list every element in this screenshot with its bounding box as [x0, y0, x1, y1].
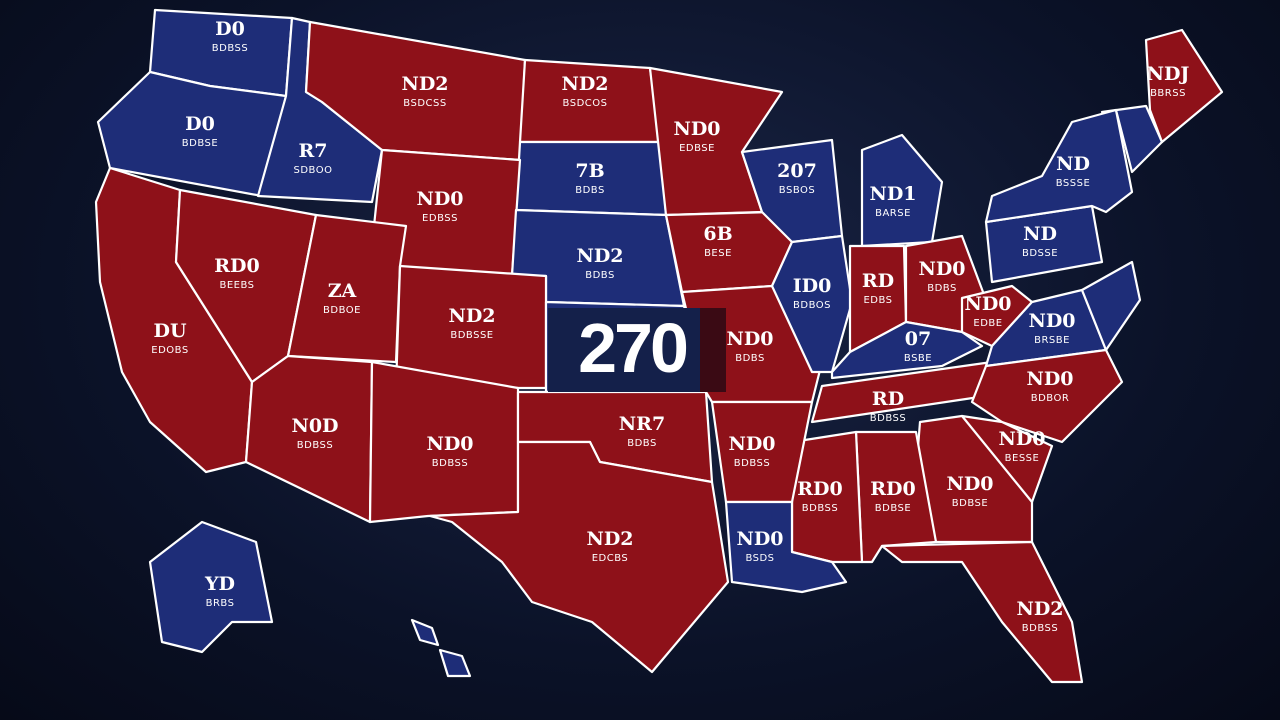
- state-sublabel: SDBOO: [294, 165, 333, 176]
- highlight-box-edge: [700, 308, 726, 392]
- state-shape: [1080, 260, 1142, 352]
- state-label: N0D: [291, 415, 338, 437]
- state-sublabel: BDBSS: [802, 503, 838, 514]
- state-labels: D0 BDBSS D0 BDBSE R7 SDBOO ND2 BSDCSS ND2 BSDCOS N…: [151, 18, 1189, 634]
- state-label: NR7: [619, 413, 665, 435]
- state-sublabel: BRSBE: [1034, 335, 1070, 346]
- state-label: ND2: [1016, 598, 1063, 620]
- state-label: ND0: [964, 293, 1011, 315]
- state-sublabel: BRBS: [206, 598, 235, 609]
- state-sublabel: BDBS: [585, 270, 615, 281]
- state-shape: [1100, 104, 1164, 174]
- state-sublabel: BDBS: [575, 185, 605, 196]
- state-sublabel: BDBSS: [297, 440, 333, 451]
- highlight-number: 270: [578, 309, 687, 387]
- state-sublabel: EDOBS: [151, 345, 188, 356]
- state-label: 207: [777, 160, 817, 182]
- state-sublabel: BDBSE: [875, 503, 911, 514]
- state-label: D0: [185, 113, 215, 135]
- state-label: ND0: [946, 473, 993, 495]
- state-sublabel: BDBS: [927, 283, 957, 294]
- state-label: ND2: [576, 245, 623, 267]
- state-label: ND2: [586, 528, 633, 550]
- state-label: NDJ: [1147, 63, 1190, 85]
- state-sublabel: BSBE: [904, 353, 932, 364]
- state-sublabel: BDBOE: [323, 305, 361, 316]
- state-sublabel: BEEBS: [219, 280, 254, 291]
- state-label: ND2: [561, 73, 608, 95]
- state-label: ND0: [998, 428, 1045, 450]
- state-sublabel: BDBS: [627, 438, 657, 449]
- state-shape: [244, 354, 374, 524]
- state-sublabel: BESE: [704, 248, 732, 259]
- state-label: ND0: [673, 118, 720, 140]
- state-label: RD: [862, 270, 894, 292]
- state-sublabel: BSDCOS: [563, 98, 608, 109]
- state-shape: [724, 500, 848, 594]
- state-label: 07: [905, 328, 931, 350]
- state-label: RD0: [797, 478, 843, 500]
- state-shapes: [94, 8, 1224, 684]
- state-sublabel: BSDS: [745, 553, 774, 564]
- state-label: YD: [204, 573, 235, 595]
- state-shape: [830, 320, 984, 380]
- state-label: 7B: [575, 160, 604, 182]
- state-sublabel: BDBS: [735, 353, 765, 364]
- state-sublabel: BSSSE: [1056, 178, 1091, 189]
- state-sublabel: BDBSS: [734, 458, 770, 469]
- state-label: ID0: [793, 275, 832, 297]
- state-label: ND0: [1028, 310, 1075, 332]
- state-sublabel: BSBOS: [779, 185, 815, 196]
- state-label: ND: [1023, 223, 1057, 245]
- state-shape: [148, 520, 274, 654]
- state-shape: [1144, 28, 1224, 144]
- state-label: ND0: [426, 433, 473, 455]
- state-sublabel: BDBSE: [952, 498, 988, 509]
- state-sublabel: EDCBS: [592, 553, 629, 564]
- state-sublabel: EDBS: [863, 295, 892, 306]
- state-sublabel: EDBSS: [422, 213, 458, 224]
- state-sublabel: BESSE: [1005, 453, 1040, 464]
- state-shape: [860, 133, 944, 248]
- state-shape: [428, 440, 730, 674]
- state-label: D0: [215, 18, 245, 40]
- state-sublabel: BDBSS: [870, 413, 906, 424]
- state-sublabel: BDBSE: [182, 138, 218, 149]
- state-label: ND0: [728, 433, 775, 455]
- state-label: ND2: [401, 73, 448, 95]
- state-label: RD0: [214, 255, 260, 277]
- state-sublabel: BSDCSS: [403, 98, 446, 109]
- state-sublabel: BDBOS: [793, 300, 831, 311]
- state-sublabel: BARSE: [875, 208, 911, 219]
- state-label: ZA: [328, 280, 357, 302]
- state-label: RD0: [870, 478, 916, 500]
- highlight-box: [548, 308, 726, 392]
- state-shape: [410, 618, 440, 647]
- state-label: R7: [298, 140, 327, 162]
- state-sublabel: BDBSS: [212, 43, 248, 54]
- state-label: ND0: [736, 528, 783, 550]
- state-sublabel: EDBSE: [679, 143, 715, 154]
- state-sublabel: BDSSE: [1022, 248, 1058, 259]
- state-label: DU: [153, 320, 186, 342]
- state-label: 6B: [703, 223, 732, 245]
- state-label: ND0: [416, 188, 463, 210]
- state-sublabel: BDBOR: [1031, 393, 1070, 404]
- state-sublabel: BDBSS: [1022, 623, 1058, 634]
- state-label: ND0: [1026, 368, 1073, 390]
- state-label: ND: [1056, 153, 1090, 175]
- state-shape: [984, 108, 1134, 224]
- state-sublabel: EDBE: [973, 318, 1002, 329]
- state-sublabel: BDBSS: [432, 458, 468, 469]
- state-sublabel: BDBSSE: [450, 330, 493, 341]
- state-label: RD: [872, 388, 904, 410]
- state-label: ND0: [918, 258, 965, 280]
- state-label: ND1: [869, 183, 916, 205]
- state-shape: [880, 540, 1084, 684]
- state-label: ND2: [448, 305, 495, 327]
- state-label: ND0: [726, 328, 773, 350]
- state-shape: [438, 648, 472, 678]
- state-sublabel: BBRSS: [1150, 88, 1186, 99]
